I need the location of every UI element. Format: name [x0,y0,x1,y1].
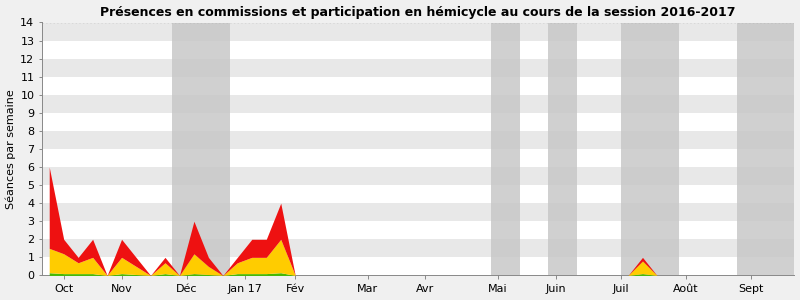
Title: Présences en commissions et participation en hémicycle au cours de la session 20: Présences en commissions et participatio… [101,6,736,19]
Bar [42,239,794,257]
Bar [42,4,794,22]
Bar [42,203,794,221]
Bar [42,77,794,95]
Bar [42,185,794,203]
Bar [42,95,794,113]
Bar [42,58,794,77]
Bar [737,22,794,275]
Bar [42,221,794,239]
Bar [42,113,794,131]
Bar [42,149,794,167]
Bar [549,22,578,275]
Bar [172,22,230,275]
Bar [42,40,794,58]
Bar [490,22,519,275]
Y-axis label: Séances par semaine: Séances par semaine [6,89,16,209]
Bar [42,22,794,40]
Bar [42,257,794,275]
Bar [42,131,794,149]
Bar [621,22,678,275]
Bar [42,167,794,185]
